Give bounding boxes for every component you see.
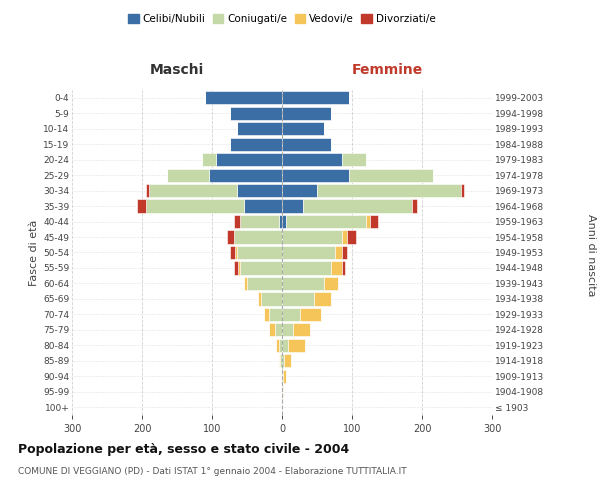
Bar [331, 262, 341, 274]
Bar [317, 184, 461, 197]
Bar [366, 215, 370, 228]
Bar [282, 246, 335, 259]
Bar [215, 153, 282, 166]
Bar [205, 91, 282, 104]
Bar [314, 292, 331, 306]
Bar [278, 215, 282, 228]
Bar [282, 292, 314, 306]
Bar [278, 339, 282, 352]
Bar [282, 262, 331, 274]
Bar [412, 200, 417, 212]
Bar [293, 324, 310, 336]
Legend: Celibi/Nubili, Coniugati/e, Vedovi/e, Divorziati/e: Celibi/Nubili, Coniugati/e, Vedovi/e, Di… [124, 10, 440, 29]
Bar [146, 200, 244, 212]
Bar [209, 168, 282, 181]
Bar [240, 215, 278, 228]
Bar [202, 153, 215, 166]
Bar [235, 215, 240, 228]
Text: Popolazione per età, sesso e stato civile - 2004: Popolazione per età, sesso e stato civil… [18, 442, 349, 456]
Text: Femmine: Femmine [352, 64, 422, 78]
Bar [240, 262, 282, 274]
Bar [370, 215, 378, 228]
Bar [341, 246, 347, 259]
Bar [279, 354, 280, 368]
Bar [341, 153, 366, 166]
Bar [238, 262, 240, 274]
Bar [276, 339, 278, 352]
Bar [227, 230, 235, 243]
Bar [282, 370, 283, 383]
Bar [247, 277, 282, 290]
Bar [282, 339, 287, 352]
Y-axis label: Fasce di età: Fasce di età [29, 220, 39, 286]
Bar [261, 292, 282, 306]
Bar [229, 106, 282, 120]
Bar [282, 106, 331, 120]
Bar [282, 385, 283, 398]
Bar [287, 339, 305, 352]
Bar [137, 200, 146, 212]
Bar [146, 184, 149, 197]
Bar [236, 246, 282, 259]
Bar [324, 277, 338, 290]
Bar [282, 215, 286, 228]
Text: Anni di nascita: Anni di nascita [586, 214, 596, 296]
Bar [283, 370, 286, 383]
Bar [244, 200, 282, 212]
Bar [461, 184, 464, 197]
Bar [149, 184, 236, 197]
Bar [335, 246, 341, 259]
Bar [282, 184, 317, 197]
Bar [269, 324, 275, 336]
Bar [167, 168, 209, 181]
Bar [341, 230, 347, 243]
Bar [282, 277, 324, 290]
Bar [244, 277, 247, 290]
Bar [303, 200, 412, 212]
Bar [281, 370, 282, 383]
Bar [235, 262, 238, 274]
Bar [235, 230, 282, 243]
Bar [269, 308, 282, 321]
Bar [264, 308, 269, 321]
Bar [282, 168, 349, 181]
Bar [282, 91, 349, 104]
Bar [229, 246, 235, 259]
Bar [349, 168, 433, 181]
Bar [229, 138, 282, 150]
Bar [286, 215, 366, 228]
Bar [284, 354, 291, 368]
Bar [236, 122, 282, 136]
Bar [236, 184, 282, 197]
Bar [258, 292, 261, 306]
Text: Maschi: Maschi [150, 64, 204, 78]
Bar [282, 324, 293, 336]
Text: COMUNE DI VEGGIANO (PD) - Dati ISTAT 1° gennaio 2004 - Elaborazione TUTTITALIA.I: COMUNE DI VEGGIANO (PD) - Dati ISTAT 1° … [18, 468, 407, 476]
Bar [282, 200, 303, 212]
Bar [282, 230, 341, 243]
Bar [282, 308, 299, 321]
Bar [280, 354, 282, 368]
Bar [299, 308, 320, 321]
Bar [347, 230, 355, 243]
Bar [275, 324, 282, 336]
Bar [282, 138, 331, 150]
Bar [282, 354, 284, 368]
Bar [282, 153, 341, 166]
Bar [282, 122, 324, 136]
Bar [235, 246, 236, 259]
Bar [341, 262, 345, 274]
